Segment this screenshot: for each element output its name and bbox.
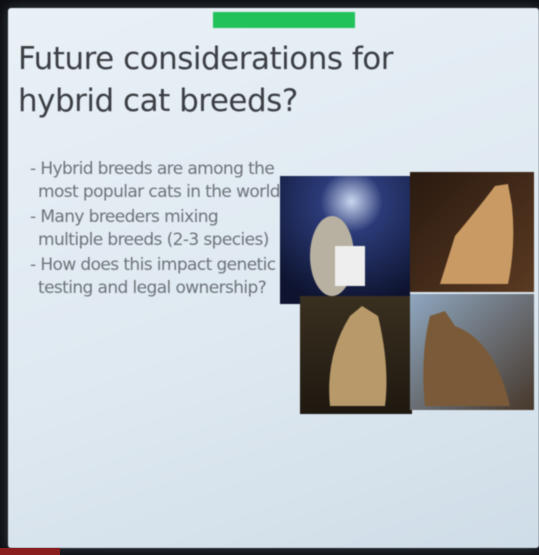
bullet-list: Hybrid breeds are among the most popular… [30, 158, 280, 302]
slide-title: Future considerations for hybrid cat bre… [18, 38, 448, 122]
page: Future considerations for hybrid cat bre… [0, 0, 539, 555]
bullet: Hybrid breeds are among the most popular… [30, 158, 280, 204]
photo-collage [280, 166, 534, 414]
slide: Future considerations for hybrid cat bre… [8, 8, 539, 548]
bullet: How does this impact genetic testing and… [30, 254, 280, 300]
bullet: Many breeders mixing multiple breeds (2-… [30, 206, 280, 252]
red-strip [0, 548, 60, 555]
green-bar [213, 12, 355, 28]
